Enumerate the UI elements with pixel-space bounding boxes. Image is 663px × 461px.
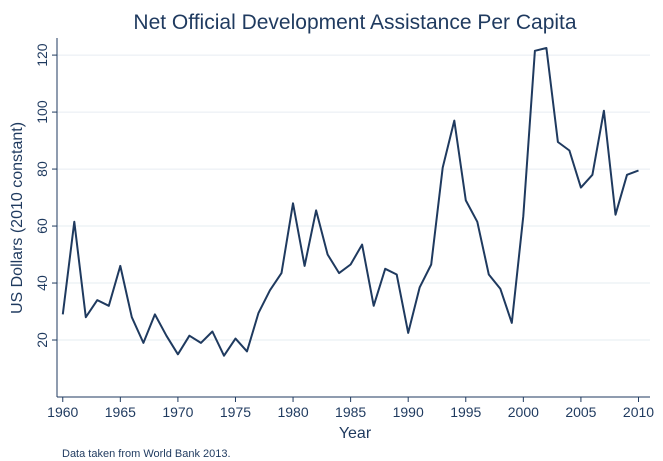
x-tick-label-1975: 1975 — [220, 404, 251, 420]
x-tick-labels: 1960 1965 1970 1975 1980 1985 1990 1995 2000 2005… — [47, 404, 654, 420]
y-tick-label-100: 100 — [34, 100, 50, 124]
tick-marks — [52, 54, 639, 402]
source-note: Data taken from World Bank 2013. — [62, 448, 231, 460]
y-tick-labels: 20 40 60 80 100 120 — [34, 43, 50, 348]
x-tick-label-1970: 1970 — [162, 404, 193, 420]
x-tick-label-1985: 1985 — [335, 404, 366, 420]
y-tick-label-120: 120 — [34, 43, 50, 67]
y-tick-label-80: 80 — [34, 161, 50, 177]
x-tick-label-2010: 2010 — [623, 404, 654, 420]
x-tick-label-1980: 1980 — [277, 404, 308, 420]
x-tick-label-1960: 1960 — [47, 404, 78, 420]
series-group — [61, 47, 639, 357]
x-tick-label-1995: 1995 — [450, 404, 481, 420]
y-tick-label-60: 60 — [34, 218, 50, 234]
x-tick-label-1965: 1965 — [105, 404, 136, 420]
x-tick-label-1990: 1990 — [393, 404, 424, 420]
x-axis-label: Year — [339, 425, 372, 442]
series-line — [61, 47, 639, 357]
y-tick-label-20: 20 — [34, 332, 50, 348]
x-tick-label-2005: 2005 — [565, 404, 596, 420]
y-axis-label: US Dollars (2010 constant) — [9, 122, 26, 314]
y-tick-label-40: 40 — [34, 275, 50, 291]
x-tick-label-2000: 2000 — [508, 404, 539, 420]
chart-title: Net Official Development Assistance Per … — [133, 11, 576, 34]
grid-lines — [57, 54, 650, 341]
axes — [56, 38, 650, 398]
